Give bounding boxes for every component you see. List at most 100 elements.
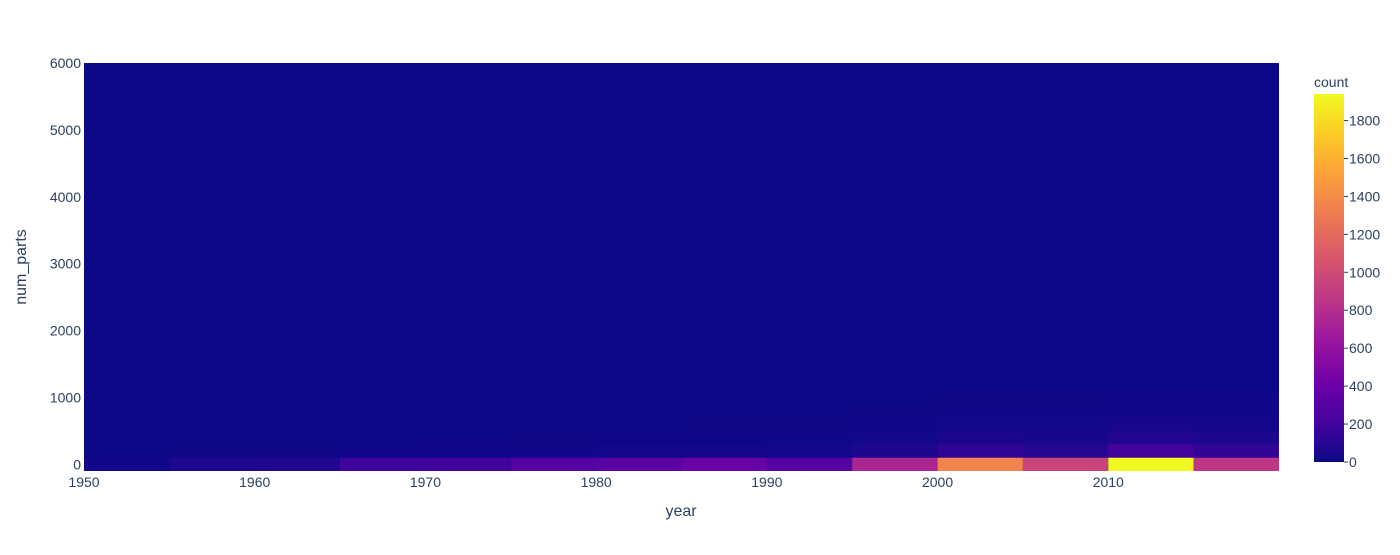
heatmap-cell [852, 430, 938, 445]
heatmap-cell [681, 457, 767, 471]
heatmap-cell [169, 404, 255, 418]
heatmap-cell [852, 444, 938, 458]
heatmap-cell [937, 444, 1023, 458]
heatmap-cell [254, 390, 341, 405]
heatmap-cell [169, 390, 255, 405]
y-tick-label: 0 [73, 456, 81, 472]
heatmap-cell [937, 390, 1023, 405]
colorbar-tick-label: 1800 [1349, 113, 1380, 129]
heatmap-cell [596, 430, 682, 445]
heatmap-cell [84, 430, 170, 445]
heatmap-cell [340, 404, 426, 418]
colorbar [1314, 94, 1344, 462]
colorbar-title: count [1314, 74, 1348, 90]
y-tick-label: 5000 [50, 122, 81, 138]
heatmap-cell [596, 390, 682, 405]
heatmap-cell [681, 390, 767, 405]
heatmap-cell [84, 457, 170, 471]
heatmap-cell [340, 417, 426, 431]
heatmap-cell [84, 404, 170, 418]
heatmap-cells [84, 390, 1279, 471]
y-axis-title: num_parts [13, 229, 30, 305]
heatmap-cell [681, 417, 767, 431]
heatmap-cell [1193, 417, 1279, 431]
x-axis-ticks: 1950 1960 1970 1980 1990 2000 2010 [68, 474, 1124, 490]
heatmap-cell [852, 390, 938, 405]
heatmap-cell [1193, 457, 1279, 471]
heatmap-cell [254, 430, 341, 445]
heatmap-cell [937, 430, 1023, 445]
x-tick-label: 2000 [922, 474, 953, 490]
heatmap-cell [254, 417, 341, 431]
heatmap-cell [1022, 444, 1109, 458]
y-tick-label: 1000 [50, 389, 81, 405]
heatmap-cell [596, 444, 682, 458]
heatmap-cell [596, 404, 682, 418]
heatmap-cell [84, 390, 170, 405]
heatmap-cell [340, 457, 426, 471]
heatmap-cell [937, 417, 1023, 431]
heatmap-cell [766, 457, 853, 471]
heatmap-cell [1022, 430, 1109, 445]
heatmap-cell [766, 444, 853, 458]
x-tick-label: 1970 [410, 474, 441, 490]
heatmap-cell [766, 404, 853, 418]
heatmap-cell [1022, 457, 1109, 471]
heatmap-cell [84, 417, 170, 431]
x-tick-label: 2010 [1093, 474, 1124, 490]
heatmap-cell [852, 457, 938, 471]
heatmap-cell [596, 457, 682, 471]
heatmap-cell [340, 390, 426, 405]
heatmap-cell [937, 404, 1023, 418]
y-tick-label: 3000 [50, 256, 81, 272]
heatmap-cell [681, 430, 767, 445]
heatmap-cell [510, 390, 597, 405]
heatmap-cell [766, 390, 853, 405]
heatmap-cell [169, 417, 255, 431]
heatmap-cell [169, 430, 255, 445]
heatmap-cell [425, 457, 511, 471]
colorbar-tick-label: 1000 [1349, 264, 1380, 280]
heatmap-cell [169, 444, 255, 458]
x-tick-label: 1960 [239, 474, 270, 490]
heatmap-cell [766, 430, 853, 445]
heatmap-cell [681, 404, 767, 418]
heatmap-cell [1108, 430, 1194, 445]
heatmap-cell [596, 417, 682, 431]
heatmap-cell [1193, 390, 1279, 405]
heatmap-cell [425, 404, 511, 418]
heatmap-cell [510, 457, 597, 471]
heatmap-cell [1022, 390, 1109, 405]
colorbar-tick-label: 200 [1349, 416, 1373, 432]
x-tick-label: 1950 [68, 474, 99, 490]
heatmap-cell [254, 457, 341, 471]
heatmap-cell [1108, 457, 1194, 471]
heatmap-cell [254, 404, 341, 418]
heatmap-cell [510, 404, 597, 418]
heatmap-cell [1022, 417, 1109, 431]
y-tick-label: 6000 [50, 55, 81, 71]
heatmap-cell [937, 457, 1023, 471]
heatmap-cell [510, 417, 597, 431]
heatmap-cell [852, 404, 938, 418]
heatmap-cell [852, 417, 938, 431]
heatmap-cell [340, 444, 426, 458]
heatmap-cell [425, 417, 511, 431]
x-tick-label: 1980 [581, 474, 612, 490]
heatmap-cell [254, 444, 341, 458]
y-tick-label: 4000 [50, 189, 81, 205]
x-axis-title: year [665, 503, 697, 520]
heatmap-cell [425, 430, 511, 445]
colorbar-tick-label: 1400 [1349, 188, 1380, 204]
y-axis-ticks: 0 1000 2000 3000 4000 5000 6000 [50, 55, 81, 472]
heatmap-cell [84, 444, 170, 458]
heatmap-cell [1108, 444, 1194, 458]
heatmap-cell [1022, 404, 1109, 418]
colorbar-tick-label: 1200 [1349, 226, 1380, 242]
colorbar-tick-label: 0 [1349, 454, 1357, 470]
heatmap-cell [1193, 444, 1279, 458]
colorbar-tick-label: 800 [1349, 302, 1373, 318]
colorbar-ticks: 0 200 400 600 800 1000 1200 1400 1600 1800 [1344, 113, 1380, 470]
heatmap-cell [340, 430, 426, 445]
